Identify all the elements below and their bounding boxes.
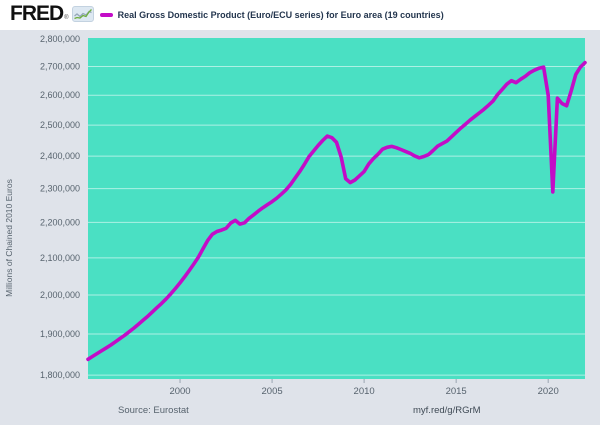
x-tick-label: 2020 — [538, 386, 559, 395]
plot-area[interactable]: 2,800,000 2,700,000 2,600,000 2,500,000 2,40… — [0, 30, 600, 397]
x-tick-label: 2015 — [446, 386, 467, 395]
registered-trademark: ® — [64, 15, 69, 21]
y-tick-label: 2,200,000 — [40, 217, 80, 227]
plot-region: Millions of Chained 2010 Euros 2,800,000… — [0, 30, 600, 397]
y-tick-label: 1,800,000 — [40, 370, 80, 380]
y-tick-label: 2,400,000 — [40, 151, 80, 161]
y-tick-label: 2,700,000 — [40, 62, 80, 72]
y-tick-label: 2,800,000 — [40, 34, 80, 44]
sparkline-icon — [71, 6, 94, 27]
plot-background — [88, 38, 585, 379]
gdp-data-line[interactable] — [86, 60, 587, 362]
short-url-link[interactable]: myf.red/g/RGrM — [413, 405, 481, 416]
y-tick-label: 2,600,000 — [40, 90, 80, 100]
legend-line-swatch — [99, 13, 113, 17]
series-title-link[interactable]: Real Gross Domestic Product (Euro/ECU se… — [117, 10, 444, 20]
y-axis-title: Millions of Chained 2010 Euros — [4, 179, 14, 297]
x-tick-label: 2005 — [262, 386, 283, 395]
fred-logo[interactable]: FRED ® — [10, 3, 94, 27]
y-tick-label: 1,900,000 — [40, 329, 80, 339]
y-tick-label: 2,000,000 — [40, 290, 80, 300]
footer-bar: Source: Eurostat myf.red/g/RGrM — [0, 401, 600, 425]
chart-legend: Real Gross Domestic Product (Euro/ECU se… — [99, 10, 444, 20]
x-tick-label: 2010 — [354, 386, 375, 395]
source-link[interactable]: Source: Eurostat — [118, 405, 189, 416]
x-tick-label: 2000 — [169, 386, 190, 395]
fred-logo-text: FRED — [10, 2, 64, 25]
y-tick-label: 2,100,000 — [40, 253, 80, 263]
header-bar: FRED ® Real Gross Domestic Product (Euro… — [0, 0, 600, 30]
y-tick-label: 2,300,000 — [40, 184, 80, 194]
y-tick-label: 2,500,000 — [40, 120, 80, 130]
